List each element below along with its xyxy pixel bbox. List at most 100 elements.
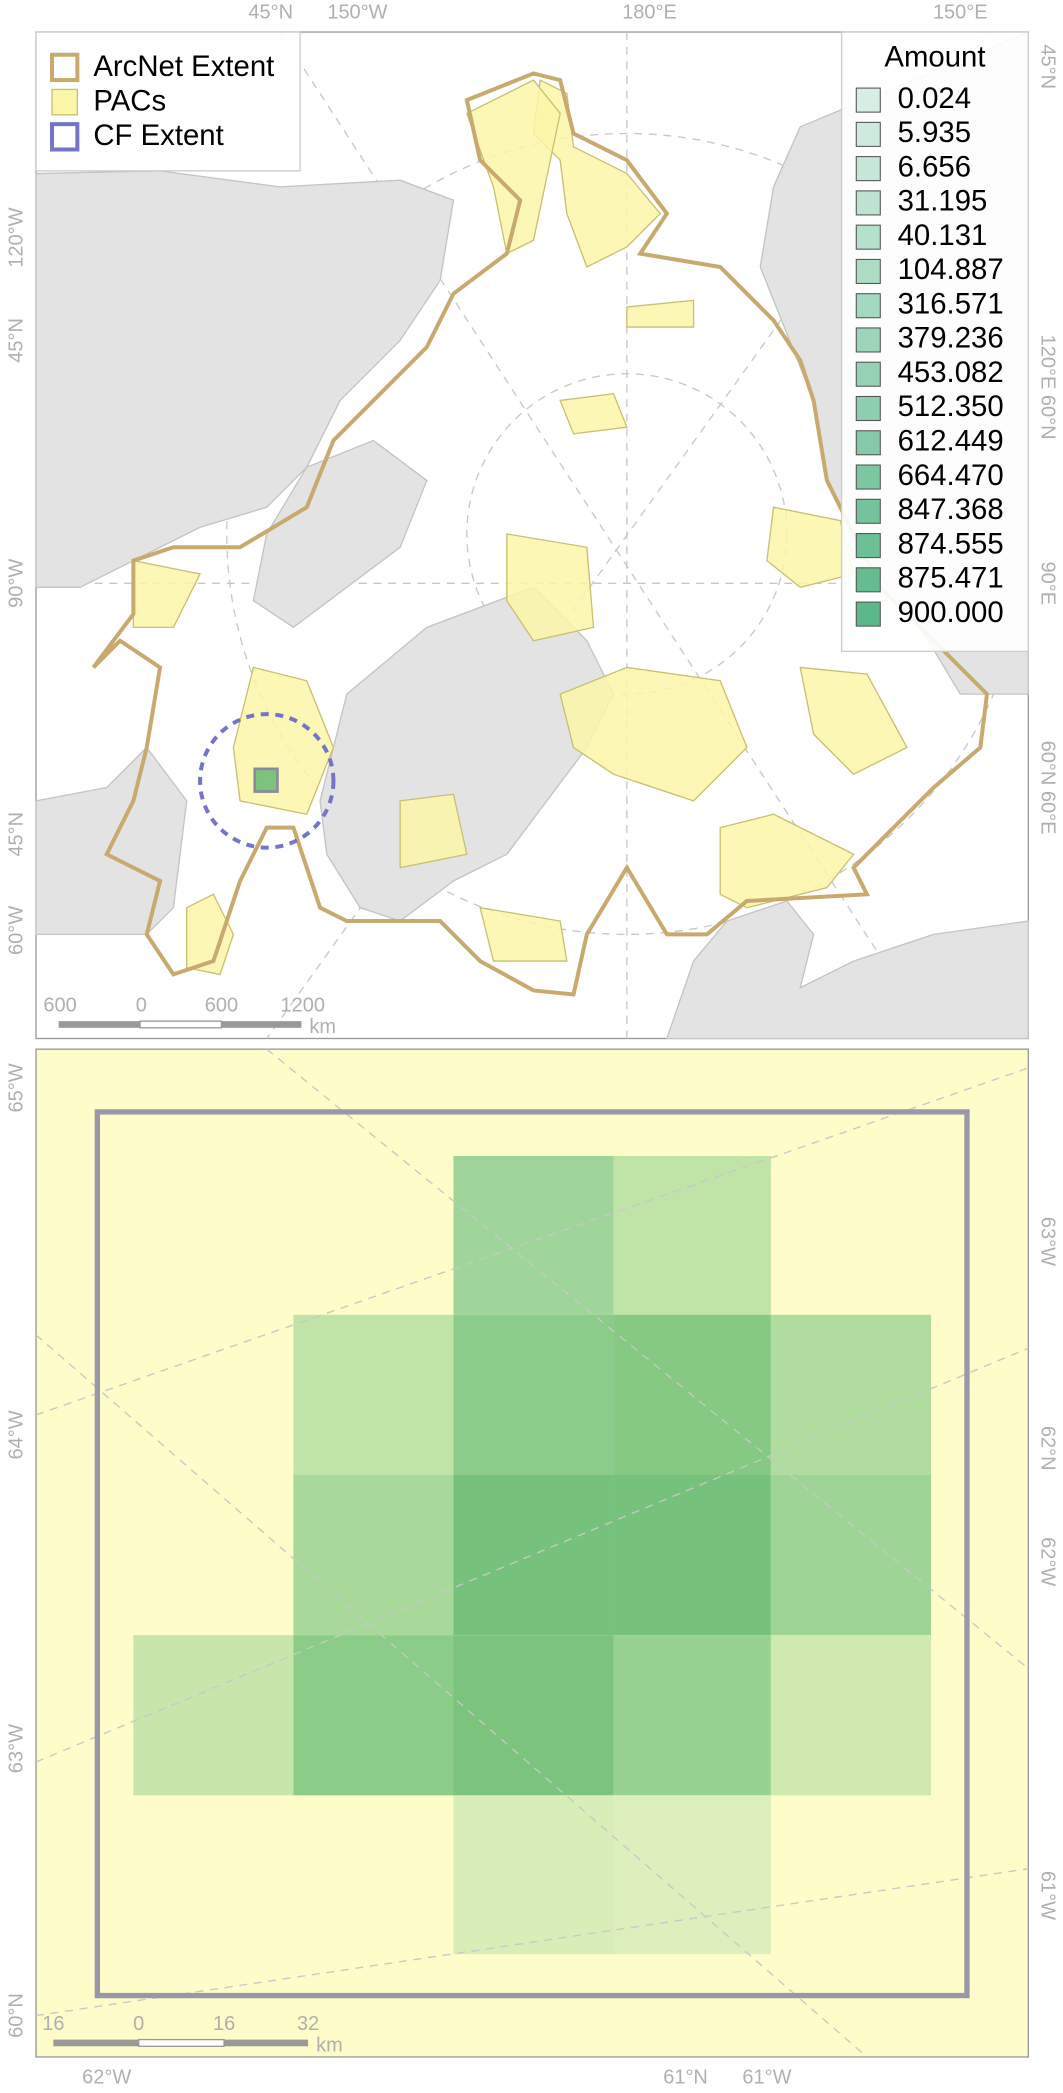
land (252, 439, 428, 629)
pac (399, 793, 468, 869)
detail-map: 65°W 64°W 63°W 60°N 63°W 62°N 62°W 61°W … (6, 1048, 1059, 2089)
scale-unit: km (316, 2035, 343, 2057)
graticule-label: 61°N (663, 2067, 708, 2089)
pac (506, 533, 595, 642)
amount-swatch (855, 293, 881, 319)
pac (719, 813, 855, 909)
amount-swatch (855, 430, 881, 456)
amount-swatch (855, 327, 881, 353)
amount-swatch (855, 258, 881, 284)
scale-label: 16 (213, 2013, 235, 2035)
grid-cell (613, 1635, 771, 1796)
grid-cell (293, 1474, 454, 1636)
scale-bar (221, 1021, 302, 1028)
graticule-label: 63°W (6, 1724, 28, 1773)
grid-cell (453, 1795, 614, 1955)
overview-map: ArcNet Extent PACs CF Extent Amount 0.02… (6, 2, 1059, 1040)
graticule-label: 45°N (248, 2, 293, 24)
amount-swatch (855, 498, 881, 524)
graticule-label: 45°N (1037, 44, 1059, 89)
pac (766, 506, 855, 589)
amount-swatch (855, 224, 881, 250)
amount-swatch (855, 464, 881, 490)
grid-cell (293, 1314, 454, 1475)
amount-swatch (855, 533, 881, 559)
scale-bar (224, 2039, 309, 2047)
amount-swatch (855, 601, 881, 627)
grid-cell (613, 1155, 771, 1315)
graticule-label: 120°W (6, 207, 28, 267)
amount-swatch (855, 395, 881, 422)
amount-label: 104.887 (898, 253, 1004, 286)
graticule-label: 180°E (622, 2, 677, 24)
grid-cell (770, 1474, 931, 1636)
cf-extent (94, 1109, 970, 1999)
amount-label: 5.935 (898, 116, 971, 149)
scale-bar (53, 2039, 139, 2047)
grid-cell (613, 1795, 771, 1955)
amount-label: 900.000 (898, 596, 1004, 629)
legend-label: PACs (93, 85, 166, 118)
pac (626, 299, 695, 328)
amount-swatch (855, 361, 881, 387)
scale-bar (58, 1021, 141, 1028)
graticule-label: 65°W (6, 1063, 28, 1112)
grid-cell (770, 1314, 931, 1475)
pac (479, 906, 568, 962)
amount-swatch (855, 156, 881, 182)
cf-box (253, 767, 279, 793)
amount-label: 512.350 (898, 390, 1004, 423)
grid-cell (453, 1155, 614, 1315)
graticule-label: 45°N (6, 812, 28, 857)
graticule (35, 1868, 1029, 2017)
scale-label: 16 (42, 2013, 64, 2035)
amount-label: 847.368 (898, 493, 1004, 526)
scale-label: 0 (133, 2013, 144, 2035)
amount-label: 379.236 (898, 322, 1004, 355)
legend-label: CF Extent (93, 119, 223, 152)
scale-label: 1200 (281, 995, 325, 1017)
legend-swatch (50, 52, 80, 83)
graticule (266, 1048, 1029, 1670)
grid-cell (453, 1635, 614, 1796)
pac (559, 666, 748, 802)
scale-label: 600 (43, 995, 76, 1017)
scale-label: 600 (205, 995, 238, 1017)
scale-label: 32 (297, 2013, 319, 2035)
land (35, 170, 455, 588)
amount-label: 612.449 (898, 425, 1004, 458)
grid-cell (453, 1474, 614, 1636)
amount-label: 874.555 (898, 527, 1004, 560)
graticule-label: 150°W (327, 2, 387, 24)
amount-legend: 0.0245.9356.65631.19540.131104.887316.57… (855, 82, 1004, 629)
graticule-label: 90°W (6, 559, 28, 608)
graticule (35, 1347, 1029, 1763)
amount-swatch (855, 121, 881, 147)
graticule-label: 64°W (6, 1410, 28, 1459)
graticule-label: 62°W (82, 2067, 131, 2089)
scale-bar (139, 1020, 223, 1029)
grid-cell (133, 1635, 294, 1796)
arcnet-extent (91, 71, 990, 997)
graticule-label: 61°W (1037, 1871, 1059, 1920)
cf-extent (198, 712, 336, 850)
amount-swatch (855, 87, 881, 113)
amount-legend-title: Amount (884, 40, 985, 73)
graticule-label: 60°W (6, 906, 28, 955)
graticule-label: 90°E (1037, 562, 1059, 606)
pac (799, 666, 908, 776)
pac (186, 893, 235, 976)
amount-label: 453.082 (898, 356, 1004, 389)
graticule-label: 150°E (933, 2, 988, 24)
land (665, 900, 1029, 1040)
legend-label: ArcNet Extent (93, 50, 274, 83)
amount-label: 6.656 (898, 150, 971, 183)
graticule-label: 120°E 60°N (1037, 335, 1059, 440)
amount-label: 31.195 (898, 185, 988, 218)
legend-swatch (50, 122, 80, 152)
graticule-label: 63°W (1037, 1217, 1059, 1266)
graticule-label: 45°N (6, 318, 28, 363)
grid-cell (453, 1314, 614, 1475)
amount-label: 0.024 (898, 82, 971, 115)
